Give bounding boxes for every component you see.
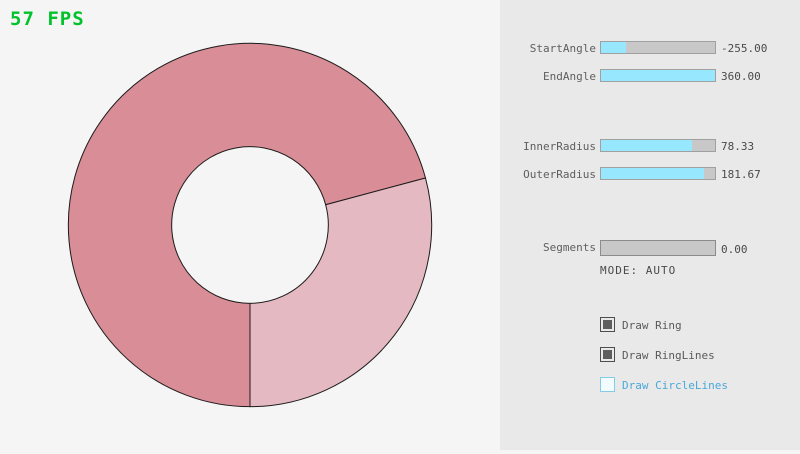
slider-row-inner-radius: InnerRadius 78.33: [500, 139, 800, 153]
checkbox-draw-circlelines[interactable]: Draw CircleLines: [600, 377, 800, 393]
checkbox-draw-ring[interactable]: Draw Ring: [600, 317, 800, 333]
inner-radius-label: InnerRadius: [523, 140, 596, 153]
ring-canvas: [67, 42, 433, 408]
outer-radius-value: 181.67: [721, 168, 761, 181]
checkbox-draw-ring-box[interactable]: [600, 317, 615, 332]
fps-counter: 57 FPS: [10, 8, 85, 30]
outer-radius-slider-fill: [601, 168, 704, 179]
slider-row-start-angle: StartAngle -255.00: [500, 41, 800, 55]
start-angle-label: StartAngle: [529, 42, 596, 55]
slider-row-end-angle: EndAngle 360.00: [500, 69, 800, 83]
start-angle-slider[interactable]: [600, 41, 716, 54]
slider-row-outer-radius: OuterRadius 181.67: [500, 167, 800, 181]
start-angle-value: -255.00: [721, 42, 768, 55]
segments-slider[interactable]: [600, 240, 716, 256]
inner-radius-slider-fill: [601, 140, 693, 151]
checkbox-draw-ring-label: Draw Ring: [622, 319, 682, 332]
checkbox-draw-circlelines-label: Draw CircleLines: [622, 379, 728, 392]
segments-label: Segments: [543, 241, 596, 254]
outer-radius-label: OuterRadius: [523, 168, 596, 181]
outer-radius-slider[interactable]: [600, 167, 716, 180]
inner-radius-slider[interactable]: [600, 139, 716, 152]
end-angle-value: 360.00: [721, 70, 761, 83]
inner-radius-value: 78.33: [721, 140, 755, 153]
slider-row-segments: Segments 0.00: [500, 240, 800, 256]
controls-panel: StartAngle -255.00 EndAngle 360.00 Inner…: [500, 0, 800, 450]
start-angle-slider-fill: [601, 42, 627, 53]
end-angle-slider-fill: [601, 70, 715, 81]
segments-value: 0.00: [721, 243, 748, 256]
ring-shape: [67, 42, 433, 408]
checkbox-draw-ringlines-label: Draw RingLines: [622, 349, 715, 362]
checkbox-draw-circlelines-box[interactable]: [600, 377, 615, 392]
mode-label: MODE: AUTO: [600, 264, 677, 277]
checkbox-draw-ringlines[interactable]: Draw RingLines: [600, 347, 800, 363]
end-angle-slider[interactable]: [600, 69, 716, 82]
end-angle-label: EndAngle: [543, 70, 596, 83]
checkbox-draw-ringlines-box[interactable]: [600, 347, 615, 362]
